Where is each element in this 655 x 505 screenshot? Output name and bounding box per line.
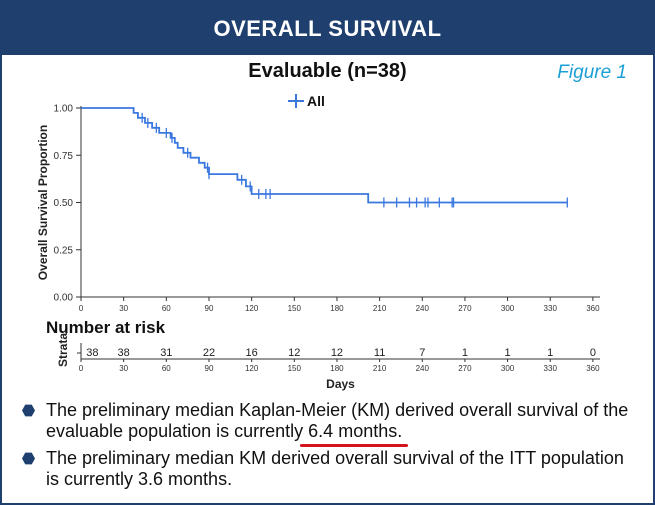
x-tick-label: 180 — [330, 304, 344, 313]
x-tick-label: 150 — [288, 304, 302, 313]
risk-count: 12 — [331, 347, 343, 359]
x-tick-label: 120 — [245, 304, 259, 313]
x-tick-label: 330 — [544, 304, 558, 313]
y-axis-label: Overall Survival Proportion — [36, 125, 50, 280]
risk-x-tick-label: 150 — [288, 364, 302, 373]
x-tick-label: 60 — [162, 304, 171, 313]
number-at-risk-title: Number at risk — [46, 318, 166, 337]
risk-x-tick-label: 180 — [330, 364, 344, 373]
risk-count: 22 — [203, 347, 215, 359]
x-tick-label: 210 — [373, 304, 387, 313]
chart-title: Evaluable (n=38) — [248, 60, 407, 82]
risk-count: 12 — [288, 347, 300, 359]
survival-curve-all — [81, 107, 568, 204]
x-tick-label: 0 — [79, 304, 84, 313]
risk-x-tick-label: 0 — [79, 364, 84, 373]
x-tick-label: 240 — [416, 304, 430, 313]
risk-x-tick-label: 240 — [416, 364, 430, 373]
risk-x-tick-label: 60 — [162, 364, 171, 373]
risk-x-tick-label: 30 — [119, 364, 128, 373]
risk-count: 38 — [118, 347, 130, 359]
risk-count: 31 — [160, 347, 172, 359]
risk-x-tick-label: 270 — [458, 364, 472, 373]
risk-count: 7 — [419, 347, 425, 359]
bullet-item-evaluable: The preliminary median Kaplan-Meier (KM)… — [18, 400, 638, 447]
hexagon-bullet-icon — [22, 452, 35, 465]
risk-x-tick-label: 360 — [586, 364, 600, 373]
risk-count: 1 — [462, 347, 468, 359]
bullet-item-itt: The preliminary median KM derived overal… — [18, 448, 638, 490]
x-tick-label: 90 — [205, 304, 214, 313]
bullet-text: The preliminary median Kaplan-Meier (KM)… — [46, 400, 629, 441]
risk-count: 38 — [86, 347, 98, 359]
risk-count: 0 — [590, 347, 596, 359]
y-tick-label: 0.25 — [54, 245, 74, 256]
risk-count: 11 — [374, 347, 385, 359]
x-tick-label: 300 — [501, 304, 515, 313]
risk-count: 16 — [246, 347, 258, 359]
risk-x-tick-label: 90 — [205, 364, 214, 373]
x-axis-label: Days — [326, 377, 355, 391]
x-tick-label: 270 — [458, 304, 472, 313]
highlighted-median: 6.4 months. — [300, 421, 409, 447]
risk-x-tick-label: 330 — [544, 364, 558, 373]
slide-header: OVERALL SURVIVAL — [2, 2, 653, 55]
risk-x-tick-label: 300 — [501, 364, 515, 373]
bullet-text: The preliminary median KM derived overal… — [46, 448, 624, 489]
figure-label: Figure 1 — [557, 62, 627, 83]
hexagon-bullet-icon — [22, 404, 35, 417]
y-tick-label: 1.00 — [54, 104, 74, 115]
y-tick-label: 0.75 — [54, 151, 74, 162]
x-tick-label: 30 — [119, 304, 128, 313]
y-tick-label: 0.00 — [54, 293, 74, 304]
x-tick-label: 360 — [586, 304, 600, 313]
risk-count: 1 — [547, 347, 553, 359]
risk-x-tick-label: 210 — [373, 364, 387, 373]
strata-label: Strata — [56, 333, 70, 367]
risk-count: 1 — [505, 347, 511, 359]
legend-label: All — [307, 93, 325, 109]
risk-x-tick-label: 120 — [245, 364, 259, 373]
bullet-list: The preliminary median Kaplan-Meier (KM)… — [18, 400, 638, 496]
y-tick-label: 0.50 — [54, 198, 74, 209]
